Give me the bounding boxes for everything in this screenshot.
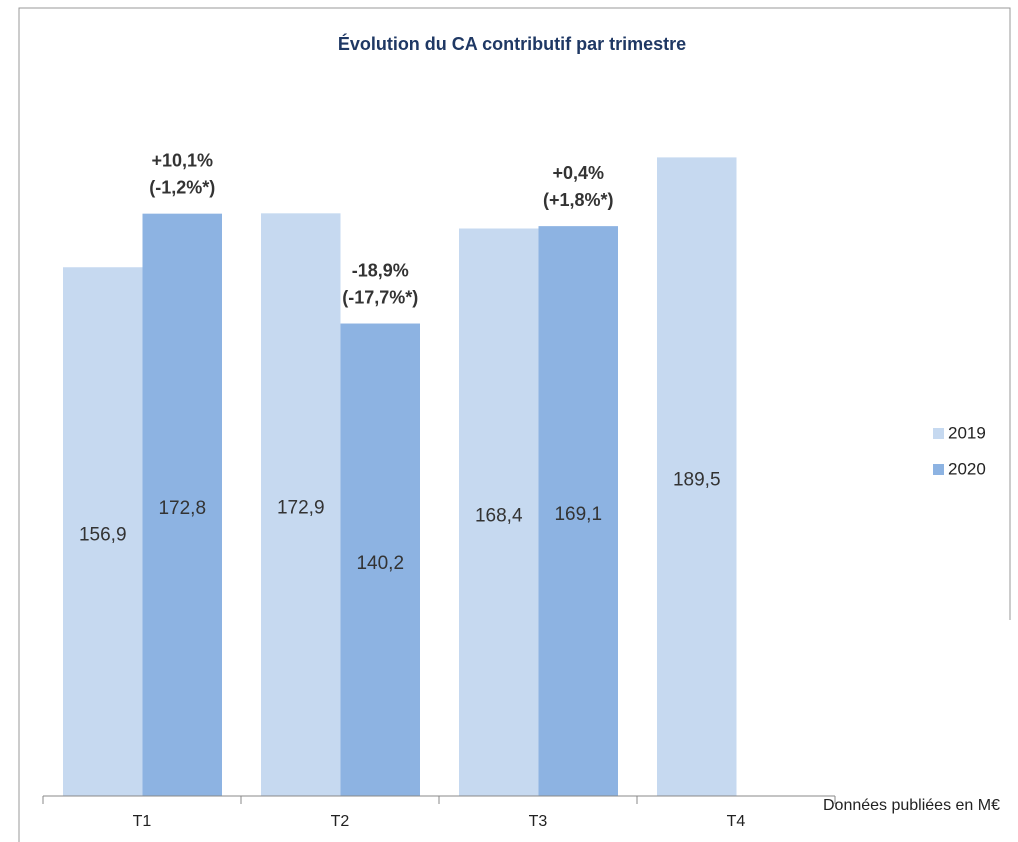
annotation: -18,9%: [352, 260, 409, 280]
bar: [63, 267, 143, 796]
x-tick-label: T3: [529, 813, 548, 830]
annotation: +10,1%: [151, 150, 213, 170]
bar: [538, 226, 618, 796]
value-label: 189,5: [673, 470, 721, 491]
x-tick-label: T2: [331, 813, 350, 830]
chart-title: Évolution du CA contributif par trimestr…: [338, 33, 686, 54]
footnote: Données publiées en M€: [823, 797, 1000, 814]
frame: [18, 7, 1011, 842]
value-label: 172,9: [277, 498, 325, 519]
value-label: 156,9: [79, 525, 127, 546]
value-label: 168,4: [475, 505, 523, 526]
legend-swatch: [933, 464, 944, 475]
bar: [657, 157, 737, 796]
legend-swatch: [933, 428, 944, 439]
bar: [459, 228, 539, 796]
x-tick-label: T1: [133, 813, 152, 830]
bar: [261, 213, 341, 796]
x-tick-label: T4: [727, 813, 746, 830]
value-label: 140,2: [356, 553, 404, 574]
bar: [340, 323, 420, 796]
annotation: +0,4%: [552, 163, 604, 183]
annotation: (-17,7%*): [342, 287, 418, 307]
value-label: 169,1: [554, 504, 602, 525]
annotation: (-1,2%*): [149, 177, 215, 197]
value-label: 172,8: [158, 498, 206, 519]
legend-label: 2019: [948, 423, 986, 442]
annotation: (+1,8%*): [543, 190, 614, 210]
legend-label: 2020: [948, 459, 986, 478]
bar: [142, 213, 222, 796]
